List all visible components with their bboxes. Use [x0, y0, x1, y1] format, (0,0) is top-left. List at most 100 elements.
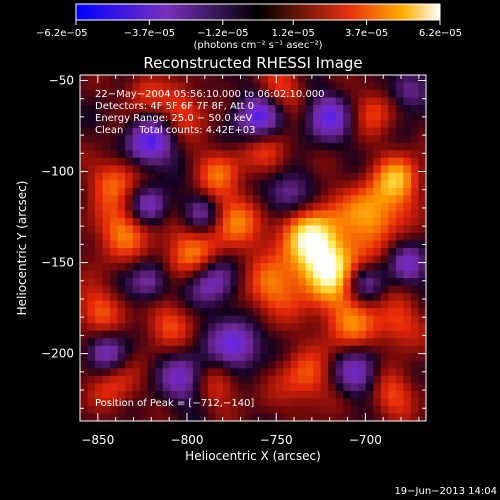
- heatmap-cell: [132, 157, 141, 166]
- heatmap-cell: [335, 383, 344, 392]
- heatmap-cell: [162, 142, 171, 151]
- heatmap-cell: [230, 142, 239, 151]
- heatmap-cell: [125, 217, 134, 227]
- heatmap-cell: [395, 278, 405, 287]
- heatmap-cell: [87, 150, 96, 159]
- heatmap-cell: [170, 150, 179, 159]
- heatmap-cell: [95, 172, 104, 181]
- heatmap-cell: [290, 263, 299, 272]
- heatmap-cell: [313, 90, 322, 99]
- heatmap-cell: [117, 232, 126, 242]
- heatmap-cell: [305, 353, 314, 362]
- heatmap-cell: [253, 390, 262, 400]
- heatmap-cell: [125, 255, 134, 264]
- heatmap-cell: [95, 120, 104, 129]
- heatmap-cell: [102, 225, 111, 234]
- heatmap-cell: [410, 263, 420, 272]
- heatmap-cell: [380, 210, 389, 219]
- heatmap-cell: [403, 263, 412, 272]
- heatmap-cell: [80, 413, 89, 421]
- heatmap-cell: [102, 390, 111, 400]
- heatmap-cell: [350, 375, 359, 384]
- heatmap-cell: [350, 120, 359, 129]
- heatmap-cell: [185, 390, 194, 400]
- heatmap-cell: [343, 315, 352, 324]
- heatmap-cell: [410, 375, 420, 384]
- heatmap-cell: [80, 172, 89, 181]
- heatmap-cell: [410, 405, 420, 415]
- heatmap-cell: [298, 345, 307, 354]
- heatmap-cell: [388, 202, 397, 211]
- heatmap-cell: [365, 150, 374, 159]
- heatmap-cell: [237, 112, 247, 121]
- heatmap-cell: [358, 127, 367, 136]
- heatmap-cell: [80, 157, 89, 166]
- heatmap-cell: [365, 285, 374, 294]
- heatmap-cell: [335, 195, 344, 204]
- heatmap-cell: [320, 195, 329, 204]
- heatmap-cell: [403, 127, 412, 136]
- x-axis-tick-labels: −850 −800 −750 −700: [81, 433, 381, 447]
- heatmap-cell: [260, 263, 269, 272]
- x-tick-label-3: −700: [349, 433, 382, 447]
- heatmap-cell: [410, 172, 420, 181]
- heatmap-cell: [230, 225, 239, 234]
- heatmap-cell: [245, 135, 254, 144]
- heatmap-cell: [207, 127, 216, 136]
- heatmap-cell: [410, 127, 420, 136]
- heatmap-cell: [283, 368, 292, 377]
- heatmap-cell: [155, 405, 164, 415]
- heatmap-cell: [260, 353, 269, 362]
- heatmap-cell: [388, 157, 397, 166]
- heatmap-cell: [365, 300, 374, 309]
- heatmap-cell: [313, 75, 322, 84]
- heatmap-cell: [380, 345, 389, 354]
- heatmap-cell: [358, 112, 367, 121]
- heatmap-cell: [290, 157, 299, 166]
- heatmap-cell: [395, 165, 405, 174]
- heatmap-cell: [87, 172, 96, 181]
- heatmap-cell: [343, 398, 352, 407]
- heatmap-cell: [117, 142, 126, 151]
- heatmap-cell: [132, 127, 141, 136]
- heatmap-cell: [110, 285, 119, 294]
- heatmap-cell: [95, 398, 104, 407]
- heatmap-cell: [388, 150, 397, 159]
- heatmap-cell: [418, 187, 426, 196]
- heatmap-cell: [358, 195, 367, 204]
- heatmap-cell: [237, 360, 247, 369]
- heatmap-cell: [320, 405, 329, 415]
- heatmap-cell: [155, 120, 164, 129]
- heatmap-cell: [192, 97, 201, 106]
- heatmap-cell: [95, 345, 104, 354]
- heatmap-cell: [313, 345, 322, 354]
- heatmap-cell: [177, 255, 186, 264]
- heatmap-cell: [275, 187, 284, 196]
- heatmap-cell: [117, 330, 126, 339]
- heatmap-cell: [87, 360, 96, 369]
- heatmap-cell: [418, 90, 426, 99]
- heatmap-cell: [155, 165, 164, 174]
- heatmap-cell: [117, 308, 126, 317]
- heatmap-cell: [95, 90, 104, 99]
- heatmap-cell: [155, 300, 164, 309]
- heatmap-cell: [117, 398, 126, 407]
- heatmap-cell: [380, 157, 389, 166]
- y-tick-label-0: −50: [49, 73, 74, 87]
- heatmap-cell: [155, 375, 164, 384]
- heatmap-cell: [305, 330, 314, 339]
- heatmap-cell: [147, 330, 156, 339]
- heatmap-cell: [155, 345, 164, 354]
- heatmap-cell: [200, 172, 209, 181]
- heatmap-cell: [87, 187, 96, 196]
- heatmap-cell: [185, 157, 194, 166]
- heatmap-cell: [87, 278, 96, 287]
- heatmap-cell: [177, 293, 186, 302]
- heatmap-cell: [380, 375, 389, 384]
- heatmap-cell: [147, 375, 156, 384]
- heatmap-cell: [215, 315, 224, 324]
- heatmap-cell: [147, 405, 156, 415]
- heatmap-cell: [388, 398, 397, 407]
- heatmap-cell: [403, 390, 412, 400]
- heatmap-cell: [313, 97, 322, 106]
